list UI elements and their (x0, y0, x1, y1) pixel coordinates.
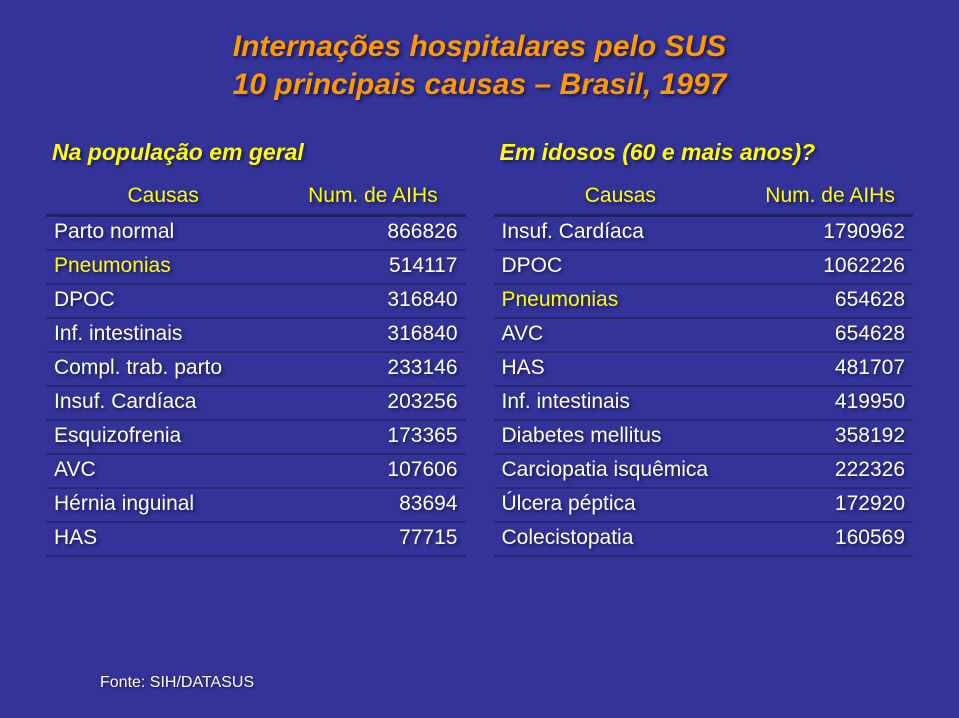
right-num-cell: 172920 (747, 488, 913, 522)
table-row: Insuf. Cardíaca1790962 (494, 216, 914, 251)
left-num-cell: 316840 (280, 318, 465, 352)
right-num-cell: 358192 (747, 420, 913, 454)
left-cause-cell: Insuf. Cardíaca (46, 386, 280, 420)
table-row: Carciopatia isquêmica222326 (494, 454, 914, 488)
left-num-cell: 83694 (280, 488, 465, 522)
table-row: Pneumonias514117 (46, 250, 466, 284)
right-cause-cell: HAS (494, 352, 748, 386)
left-num-cell: 514117 (280, 250, 465, 284)
left-header-row: Causas Num. de AIHs (46, 180, 466, 216)
left-cause-cell: Hérnia inguinal (46, 488, 280, 522)
right-cause-cell: DPOC (494, 250, 748, 284)
left-header-num: Num. de AIHs (280, 180, 465, 216)
right-column: Em idosos (60 e mais anos)? Causas Num. … (494, 139, 914, 557)
left-num-cell: 107606 (280, 454, 465, 488)
table-row: Esquizofrenia173365 (46, 420, 466, 454)
right-cause-cell: Diabetes mellitus (494, 420, 748, 454)
table-row: Hérnia inguinal83694 (46, 488, 466, 522)
right-cause-cell: Inf. intestinais (494, 386, 748, 420)
right-cause-cell: Insuf. Cardíaca (494, 216, 748, 251)
table-row: Úlcera péptica172920 (494, 488, 914, 522)
left-num-cell: 866826 (280, 216, 465, 251)
table-row: Diabetes mellitus358192 (494, 420, 914, 454)
table-row: HAS77715 (46, 522, 466, 556)
right-cause-cell: Úlcera péptica (494, 488, 748, 522)
left-cause-cell: Pneumonias (46, 250, 280, 284)
table-row: Inf. intestinais316840 (46, 318, 466, 352)
table-row: Colecistopatia160569 (494, 522, 914, 556)
source-label: Fonte: SIH/DATASUS (100, 674, 254, 692)
right-num-cell: 654628 (747, 318, 913, 352)
left-num-cell: 316840 (280, 284, 465, 318)
slide: Internações hospitalares pelo SUS 10 pri… (0, 0, 959, 718)
table-row: Parto normal866826 (46, 216, 466, 251)
left-cause-cell: Esquizofrenia (46, 420, 280, 454)
table-row: Compl. trab. parto233146 (46, 352, 466, 386)
left-header-cause: Causas (46, 180, 280, 216)
right-header-num: Num. de AIHs (747, 180, 913, 216)
title-block: Internações hospitalares pelo SUS 10 pri… (36, 28, 923, 103)
table-row: HAS481707 (494, 352, 914, 386)
right-cause-cell: Colecistopatia (494, 522, 748, 556)
left-table: Causas Num. de AIHs Parto normal866826Pn… (46, 180, 466, 557)
left-num-cell: 173365 (280, 420, 465, 454)
left-num-cell: 77715 (280, 522, 465, 556)
left-cause-cell: DPOC (46, 284, 280, 318)
right-heading: Em idosos (60 e mais anos)? (494, 139, 914, 166)
right-header-cause: Causas (494, 180, 748, 216)
left-cause-cell: Compl. trab. parto (46, 352, 280, 386)
right-num-cell: 419950 (747, 386, 913, 420)
right-cause-cell: Pneumonias (494, 284, 748, 318)
title-line-2: 10 principais causas – Brasil, 1997 (96, 66, 863, 104)
table-row: Pneumonias654628 (494, 284, 914, 318)
table-row: DPOC1062226 (494, 250, 914, 284)
right-num-cell: 654628 (747, 284, 913, 318)
right-num-cell: 160569 (747, 522, 913, 556)
right-num-cell: 481707 (747, 352, 913, 386)
columns: Na população em geral Causas Num. de AIH… (36, 139, 923, 557)
left-num-cell: 233146 (280, 352, 465, 386)
table-row: DPOC316840 (46, 284, 466, 318)
table-row: Insuf. Cardíaca203256 (46, 386, 466, 420)
left-cause-cell: AVC (46, 454, 280, 488)
title-line-1: Internações hospitalares pelo SUS (96, 28, 863, 66)
left-heading: Na população em geral (46, 139, 466, 166)
left-cause-cell: Parto normal (46, 216, 280, 251)
right-num-cell: 1790962 (747, 216, 913, 251)
left-cause-cell: HAS (46, 522, 280, 556)
table-row: Inf. intestinais419950 (494, 386, 914, 420)
table-row: AVC107606 (46, 454, 466, 488)
right-num-cell: 222326 (747, 454, 913, 488)
right-header-row: Causas Num. de AIHs (494, 180, 914, 216)
right-table: Causas Num. de AIHs Insuf. Cardíaca17909… (494, 180, 914, 557)
right-cause-cell: AVC (494, 318, 748, 352)
right-num-cell: 1062226 (747, 250, 913, 284)
table-row: AVC654628 (494, 318, 914, 352)
right-cause-cell: Carciopatia isquêmica (494, 454, 748, 488)
left-num-cell: 203256 (280, 386, 465, 420)
left-column: Na população em geral Causas Num. de AIH… (46, 139, 466, 557)
left-cause-cell: Inf. intestinais (46, 318, 280, 352)
